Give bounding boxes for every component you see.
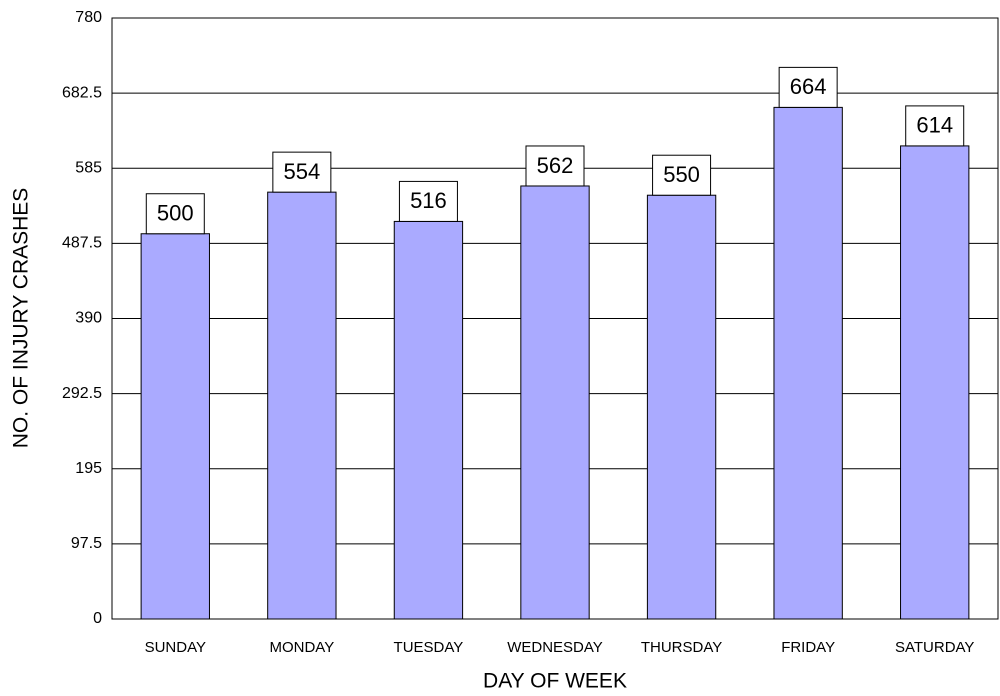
x-tick-label: SUNDAY xyxy=(145,639,206,656)
y-tick-label: 195 xyxy=(75,460,102,477)
x-tick-label: THURSDAY xyxy=(641,639,722,656)
bar xyxy=(520,185,590,620)
bar xyxy=(267,191,337,620)
y-tick-label: 780 xyxy=(75,9,102,26)
x-tick-label: FRIDAY xyxy=(781,639,835,656)
x-tick-label: SATURDAY xyxy=(895,639,974,656)
bar xyxy=(646,194,717,620)
y-tick-label: 0 xyxy=(93,610,102,627)
y-tick-label: 390 xyxy=(75,310,102,327)
value-label: 500 xyxy=(157,201,194,226)
value-label: 554 xyxy=(283,159,320,184)
value-label: 550 xyxy=(663,162,700,187)
value-label-box xyxy=(272,151,332,193)
x-axis-title: DAY OF WEEK xyxy=(483,670,627,693)
x-tick-label: TUESDAY xyxy=(394,639,464,656)
x-tick-label: WEDNESDAY xyxy=(507,639,603,656)
y-tick-label: 487.5 xyxy=(62,235,102,252)
y-tick-label: 292.5 xyxy=(62,385,102,402)
value-label: 562 xyxy=(537,153,574,178)
bar xyxy=(900,145,970,620)
y-axis-title: NO. OF INJURY CRASHES xyxy=(10,188,33,449)
value-label: 614 xyxy=(916,113,953,138)
y-tick-label: 97.5 xyxy=(71,535,102,552)
y-tick-label: 682.5 xyxy=(62,84,102,101)
bar xyxy=(140,233,210,620)
value-label-box xyxy=(778,66,838,108)
value-label: 516 xyxy=(410,188,447,213)
bar xyxy=(773,106,843,620)
value-label-box xyxy=(398,180,458,222)
value-label-box xyxy=(145,193,205,235)
bar xyxy=(393,220,464,620)
value-label: 664 xyxy=(790,74,827,99)
value-label-box xyxy=(525,145,585,187)
y-tick-label: 585 xyxy=(75,159,102,176)
x-tick-label: MONDAY xyxy=(269,639,334,656)
value-label-box xyxy=(652,154,712,196)
value-label-box xyxy=(905,105,965,147)
